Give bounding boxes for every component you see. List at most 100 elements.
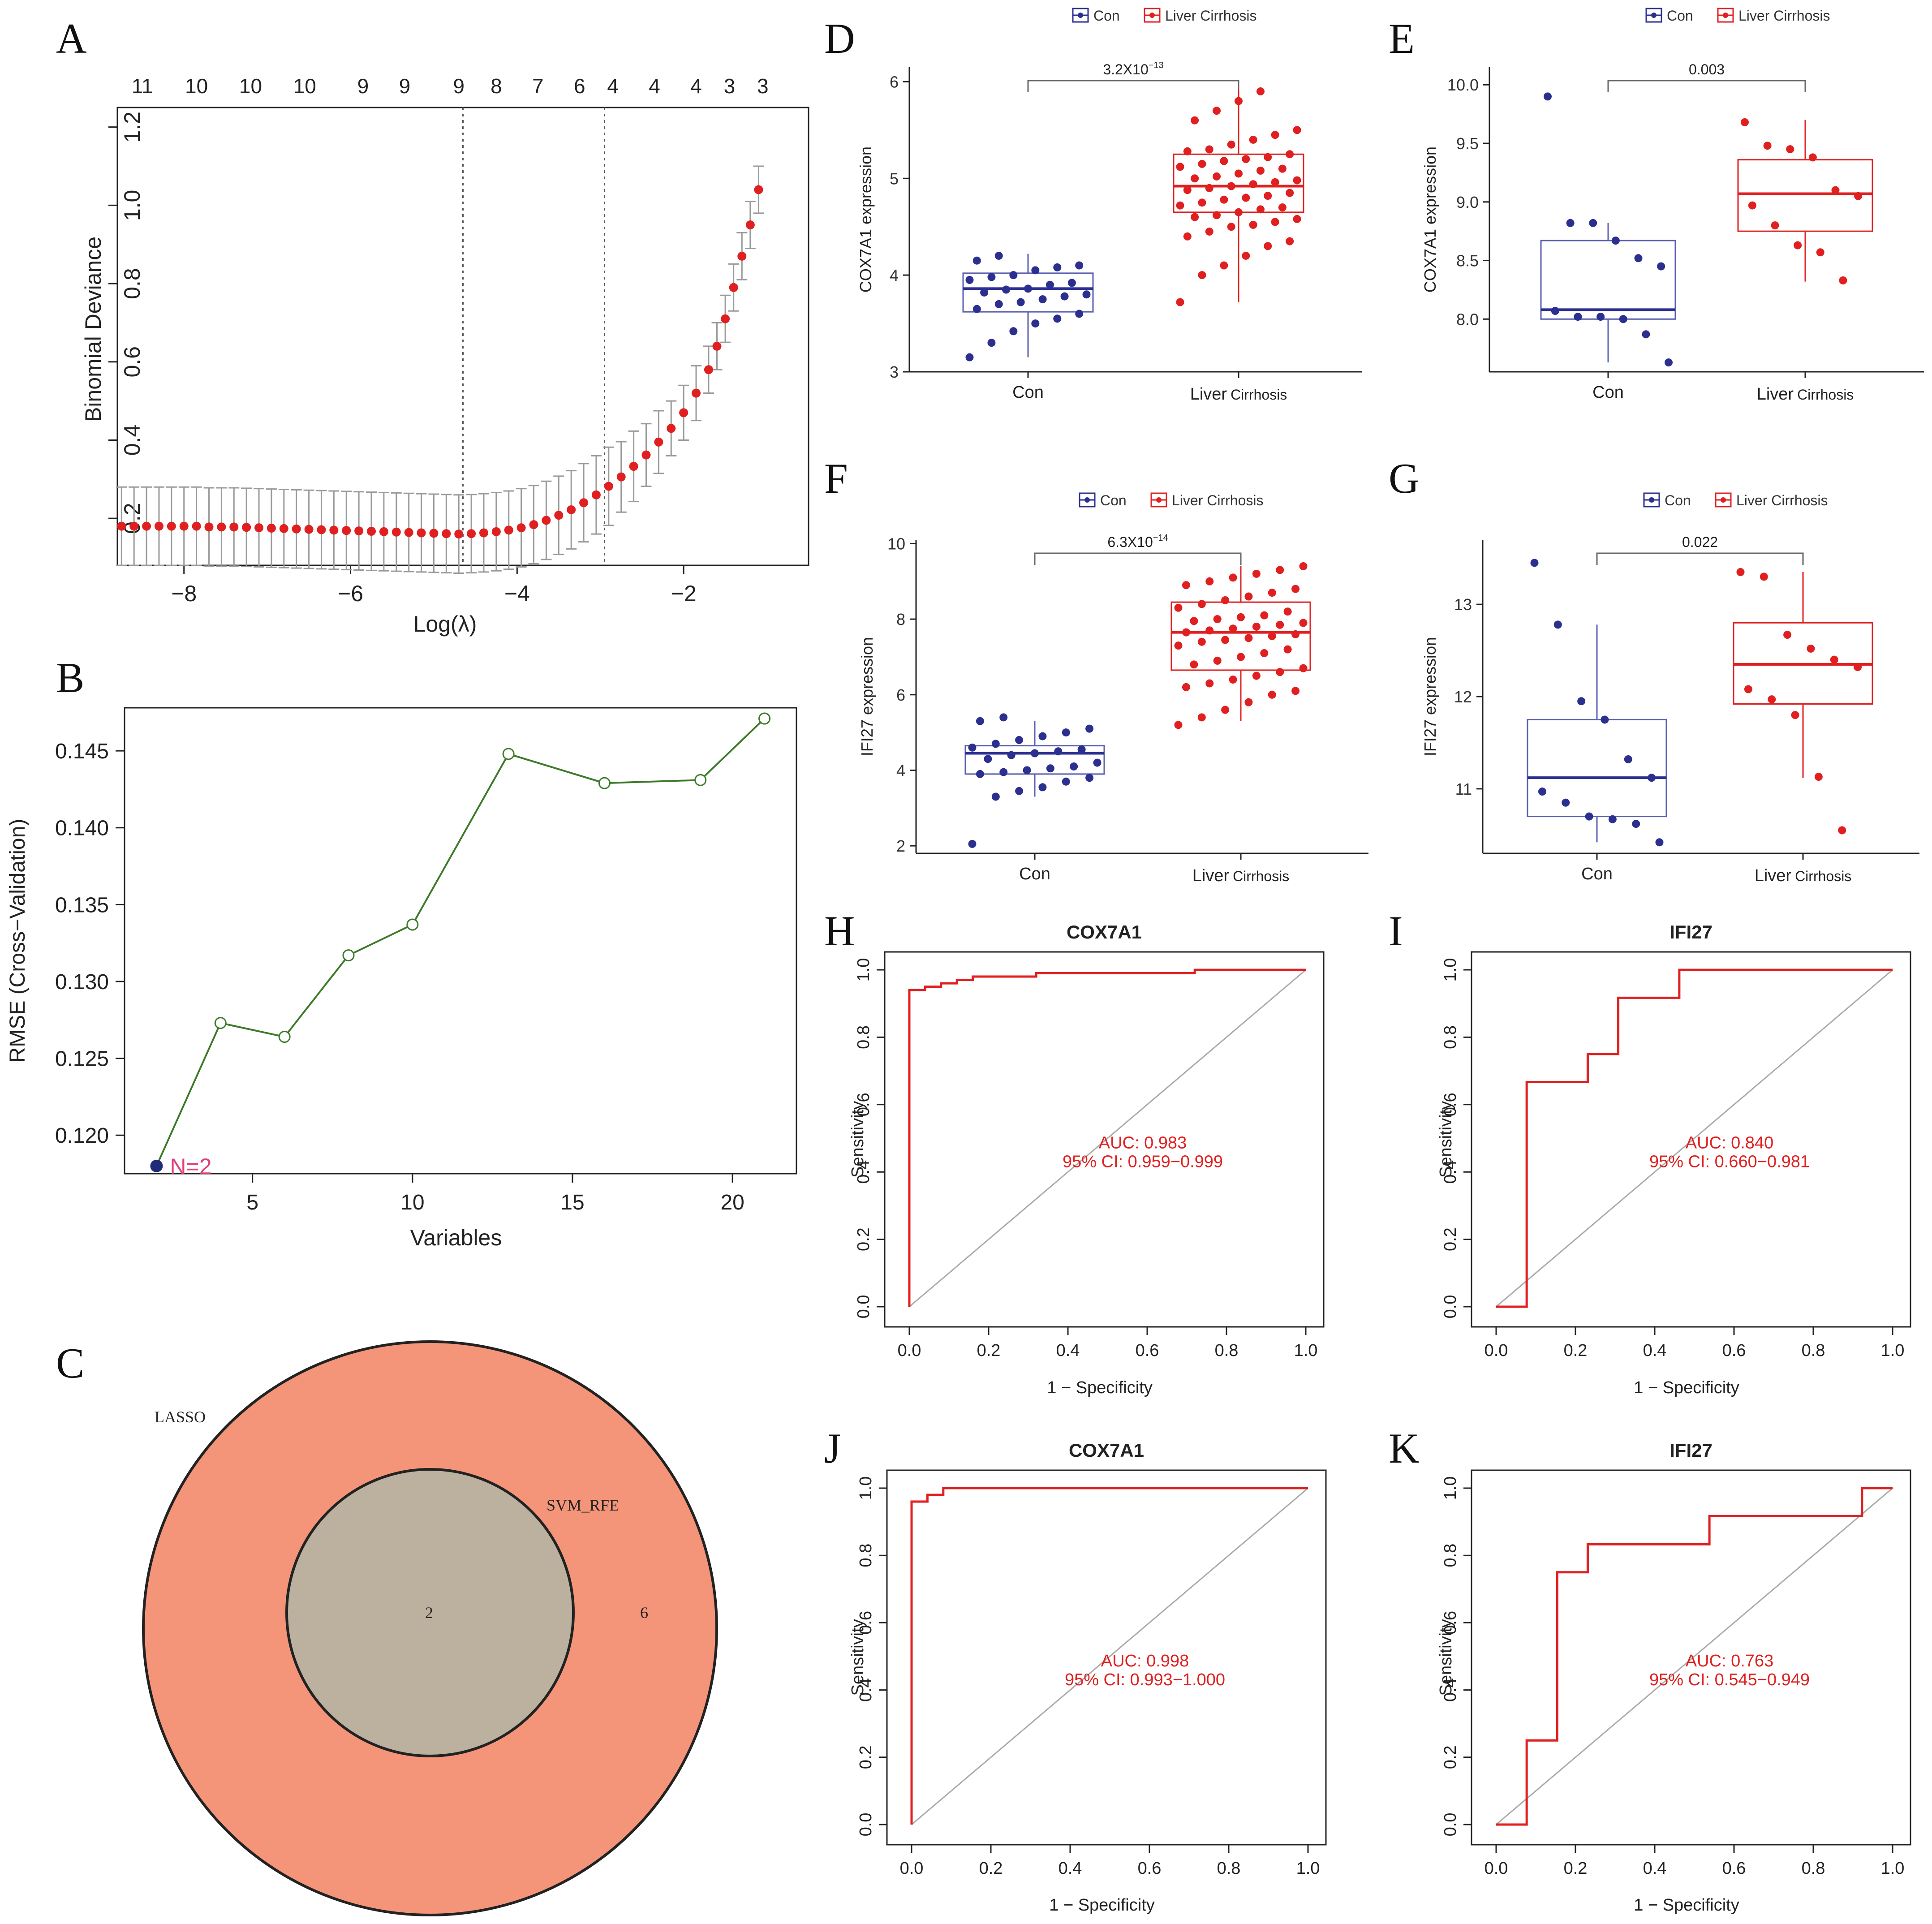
category-label-main: Liver <box>1190 385 1227 404</box>
data-point <box>1299 619 1308 627</box>
data-point <box>1205 184 1213 192</box>
y-tick-label: 0.0 <box>854 1295 873 1319</box>
deviance-point <box>254 523 264 533</box>
x-tick-label: 0.4 <box>1643 1341 1667 1360</box>
top-axis-label: 9 <box>399 74 411 98</box>
data-point <box>994 300 1003 308</box>
y-tick-label: 6 <box>890 73 899 91</box>
y-tick-label: 0.8 <box>856 1544 875 1567</box>
deviance-point <box>567 505 576 514</box>
data-point <box>1256 205 1265 214</box>
data-point <box>1183 147 1192 155</box>
data-point <box>1256 87 1265 95</box>
p-value-label: 3.2X10−13 <box>1103 60 1163 77</box>
category-label-liver-cirrhosis: Liver Cirrhosis <box>1755 866 1852 885</box>
y-tick-label: 0.125 <box>55 1047 109 1071</box>
panel-label-d: D <box>824 15 855 62</box>
x-tick-label: −2 <box>671 581 697 606</box>
legend-con-label: Con <box>1665 492 1691 508</box>
top-axis-label: 9 <box>453 74 465 98</box>
deviance-point <box>704 365 713 374</box>
box-con <box>1527 559 1667 847</box>
data-point <box>1054 747 1063 756</box>
data-point <box>1190 617 1198 625</box>
legend-liver-cirrhosis-label: Liver Cirrhosis <box>1172 492 1263 508</box>
data-point <box>1220 261 1228 270</box>
legend-liver-cirrhosis-label: Liver Cirrhosis <box>1165 8 1256 24</box>
x-tick-label: 1.0 <box>1881 1859 1905 1878</box>
data-point <box>1577 697 1586 706</box>
auc-ci-label: 95% CI: 0.959−0.999 <box>1063 1153 1223 1171</box>
data-point <box>1276 668 1284 676</box>
y-tick-label: 1.0 <box>854 958 873 982</box>
box-con <box>964 713 1105 848</box>
panel-label-j: J <box>824 1425 841 1472</box>
data-point <box>1648 774 1656 782</box>
data-point <box>1838 826 1846 835</box>
data-point <box>1264 242 1272 250</box>
x-tick-label: −8 <box>171 581 197 606</box>
data-point <box>1264 153 1272 161</box>
data-point <box>1227 140 1235 149</box>
data-point <box>1814 773 1823 781</box>
auc-label: AUC: 0.998 <box>1101 1652 1189 1670</box>
y-axis-title: IFI27 expression <box>858 637 876 756</box>
significance-bracket <box>1607 80 1806 92</box>
deviance-point <box>217 522 226 532</box>
data-point <box>1205 145 1213 154</box>
data-point <box>1794 241 1802 250</box>
x-tick-label: 10 <box>400 1191 424 1214</box>
data-point <box>1551 307 1559 315</box>
legend-liver-cirrhosis-swatch-dot <box>1156 497 1162 503</box>
data-point <box>968 743 977 752</box>
y-tick-label: 0.4 <box>854 1160 873 1184</box>
roc-curve <box>1496 968 1893 1308</box>
data-point <box>980 288 989 297</box>
panel-i-roc: IFI27 0.0 0.2 0.4 0.6 0.8 1.0 0.0 0.2 0.4 0.6 0.8 1.… <box>1437 921 1911 1397</box>
data-point <box>1291 687 1300 695</box>
data-point <box>976 717 984 725</box>
top-axis-label: 4 <box>690 74 702 98</box>
venn-svm-rfe-label: SVM_RFE <box>546 1496 619 1514</box>
rmse-point <box>342 949 355 962</box>
data-point <box>1271 178 1279 186</box>
legend-liver-cirrhosis-swatch-dot <box>1149 13 1155 18</box>
data-point <box>1783 631 1792 639</box>
x-axis-title: 1 − Specificity <box>1049 1896 1155 1915</box>
data-point <box>1067 279 1076 287</box>
y-axis-title: Sensitivity <box>1437 1619 1455 1696</box>
x-tick-label: 0.0 <box>1484 1859 1508 1878</box>
top-axis-label: 4 <box>607 74 619 98</box>
data-point <box>1741 118 1749 126</box>
data-point <box>1205 679 1214 688</box>
panel-d-box: 3 4 5 6 Con Liver Cirrhosis COX7A1 expression Co… <box>856 8 1362 404</box>
panel-label-c: C <box>56 1339 84 1387</box>
x-tick-label: 0.8 <box>1802 1859 1825 1878</box>
y-tick-label: 0.145 <box>55 740 109 763</box>
data-point <box>1249 135 1257 144</box>
x-axis-title: Log(λ) <box>413 611 477 637</box>
auc-ci-label: 95% CI: 0.660−0.981 <box>1649 1153 1810 1171</box>
data-point <box>1293 176 1301 185</box>
data-point <box>1082 290 1091 299</box>
data-point <box>1256 166 1265 175</box>
top-axis-label: 11 <box>132 74 153 98</box>
deviance-point <box>179 521 189 531</box>
legend-con-label: Con <box>1093 8 1120 24</box>
roc-title: COX7A1 <box>1067 921 1142 943</box>
data-point <box>1642 330 1650 339</box>
data-point <box>1268 589 1276 597</box>
data-point <box>1062 777 1070 786</box>
x-tick-label: 20 <box>720 1191 744 1214</box>
y-tick-label: 1.0 <box>1441 1476 1460 1500</box>
roc-curve <box>910 1487 1308 1825</box>
deviance-point <box>754 185 763 194</box>
deviance-point <box>654 437 663 447</box>
x-tick-label: 0.6 <box>1136 1341 1159 1360</box>
deviance-point <box>167 521 176 531</box>
category-label-sub: Cirrhosis <box>1795 868 1851 884</box>
data-point <box>1286 189 1294 197</box>
box-liver-cirrhosis <box>1170 562 1311 729</box>
data-point <box>991 792 1000 801</box>
